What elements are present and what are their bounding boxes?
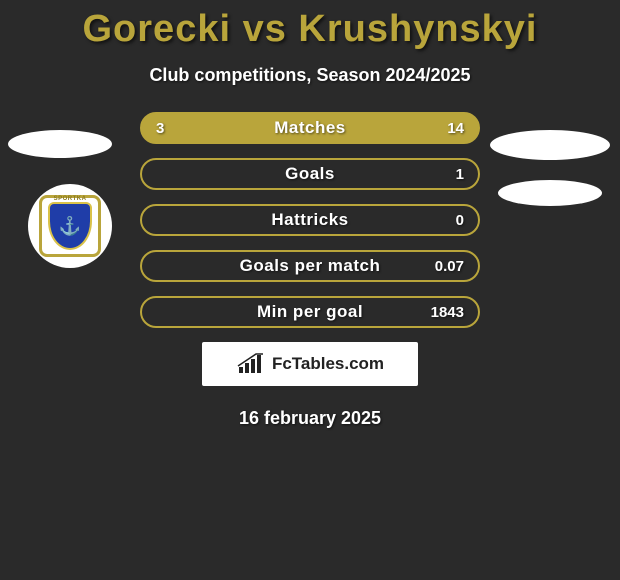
page-subtitle: Club competitions, Season 2024/2025 [0,65,620,86]
snapshot-date: 16 february 2025 [0,408,620,429]
stat-left-value: 3 [156,120,164,137]
decor-ellipse-top-left [8,130,112,158]
attribution-box: FcTables.com [202,342,418,386]
club-badge-shield: ⚓ [48,202,92,250]
stat-bars: 3 Matches 14 Goals 1 Hattricks 0 Goals per matc… [140,112,480,328]
stat-right-value: 0 [456,212,464,229]
stat-right-value: 14 [447,120,464,137]
decor-ellipse-mid-right [498,180,602,206]
stat-label: Goals [285,164,335,184]
stat-row-matches: 3 Matches 14 [140,112,480,144]
club-badge-left: SPORTKA ⚓ [28,184,112,268]
page-title: Gorecki vs Krushynskyi [0,0,620,51]
decor-ellipse-top-right [490,130,610,160]
bar-chart-icon [236,353,266,375]
stat-row-hattricks: Hattricks 0 [140,204,480,236]
club-badge-ring: SPORTKA ⚓ [39,195,101,257]
stat-label: Goals per match [240,256,381,276]
stat-right-value: 0.07 [435,258,464,275]
stat-right-value: 1 [456,166,464,183]
anchor-icon: ⚓ [59,217,81,235]
attribution-text: FcTables.com [272,354,384,374]
stat-row-goals-per-match: Goals per match 0.07 [140,250,480,282]
stat-label: Hattricks [271,210,348,230]
stat-label: Min per goal [257,302,363,322]
stat-row-min-per-goal: Min per goal 1843 [140,296,480,328]
comparison-stage: SPORTKA ⚓ 3 Matches 14 Goals 1 Hattricks 0 Goal… [0,112,620,429]
stat-right-value: 1843 [431,304,464,321]
stat-label: Matches [274,118,346,138]
stat-row-goals: Goals 1 [140,158,480,190]
